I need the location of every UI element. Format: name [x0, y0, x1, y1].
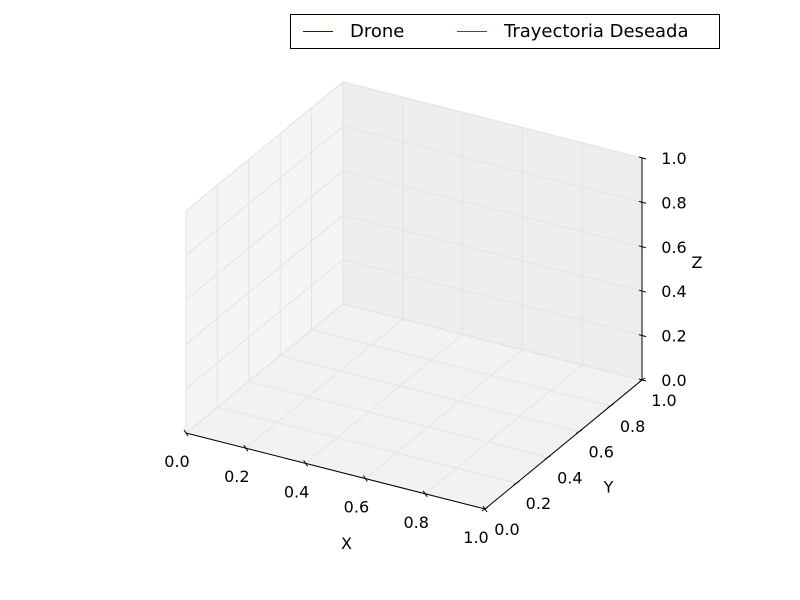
grid-line — [280, 355, 580, 433]
y-tick-label: 0.6 — [588, 443, 613, 462]
legend-entry-drone: Drone — [303, 15, 404, 48]
grid-line — [245, 318, 404, 449]
legend-entry-desired-trajectory: Trayectoria Deseada — [457, 15, 689, 48]
grid-line — [365, 349, 523, 479]
y-tick-label: 0.8 — [620, 417, 645, 436]
x-tick — [243, 444, 249, 452]
grid-line — [217, 406, 517, 484]
legend: Drone Trayectoria Deseada — [290, 14, 720, 49]
z-tick — [638, 334, 647, 338]
grid-line — [342, 214, 643, 292]
grid-line — [185, 303, 344, 434]
x-tick-label: 0.8 — [403, 513, 428, 532]
grid-line — [342, 81, 643, 159]
grid-line — [248, 380, 548, 458]
x-tick — [362, 475, 368, 482]
y-tick-label: 0.2 — [526, 494, 551, 513]
grid-line — [424, 364, 583, 495]
legend-swatch-drone — [303, 31, 333, 32]
x-tick-label: 0.6 — [344, 498, 369, 517]
grid-line — [342, 170, 643, 248]
grid-line — [185, 170, 344, 301]
z-tick-label: 0.6 — [661, 238, 686, 257]
z-tick — [638, 156, 647, 160]
grid-line — [185, 259, 344, 389]
y-tick — [607, 403, 614, 409]
y-tick — [513, 480, 520, 486]
legend-label-drone: Drone — [350, 21, 405, 42]
x-tick-label: 0.0 — [164, 452, 189, 471]
grid-line — [185, 214, 344, 345]
grid-line — [342, 259, 643, 337]
grid-line — [342, 125, 643, 203]
z-tick-label: 1.0 — [661, 149, 686, 168]
x-tick — [183, 429, 189, 437]
y-tick-label: 1.0 — [651, 391, 676, 410]
grid-line — [342, 303, 643, 381]
y-axis-label: Y — [603, 478, 614, 497]
y-tick-label: 0.4 — [557, 468, 582, 487]
z-axis-label: Z — [692, 253, 703, 272]
z-tick-label: 0.4 — [661, 282, 686, 301]
grid-line — [305, 334, 463, 464]
z-tick-label: 0.0 — [661, 371, 686, 390]
z-tick — [638, 200, 647, 204]
x-tick — [303, 460, 309, 467]
legend-swatch-desired-trajectory — [457, 31, 487, 32]
x-tick — [422, 490, 428, 498]
legend-label-desired-trajectory: Trayectoria Deseada — [504, 21, 689, 42]
x-axis-label: X — [341, 534, 352, 553]
grid-line — [185, 81, 344, 212]
grid-line — [311, 329, 611, 407]
y-tick-label: 0.0 — [494, 520, 519, 539]
x-tick — [482, 505, 488, 513]
y-tick — [638, 377, 646, 383]
z-tick — [638, 289, 647, 293]
z-tick — [638, 245, 647, 249]
grid-line — [185, 126, 344, 256]
y-tick — [544, 454, 552, 460]
x-tick-label: 0.4 — [284, 482, 309, 501]
x-tick-label: 0.2 — [224, 467, 249, 486]
x-tick-label: 1.0 — [463, 528, 488, 547]
z-tick-label: 0.8 — [661, 193, 686, 212]
y-tick — [575, 429, 583, 435]
x-axis-line — [185, 432, 486, 510]
y-axis-line — [484, 379, 643, 510]
z-tick-label: 0.2 — [661, 327, 686, 346]
